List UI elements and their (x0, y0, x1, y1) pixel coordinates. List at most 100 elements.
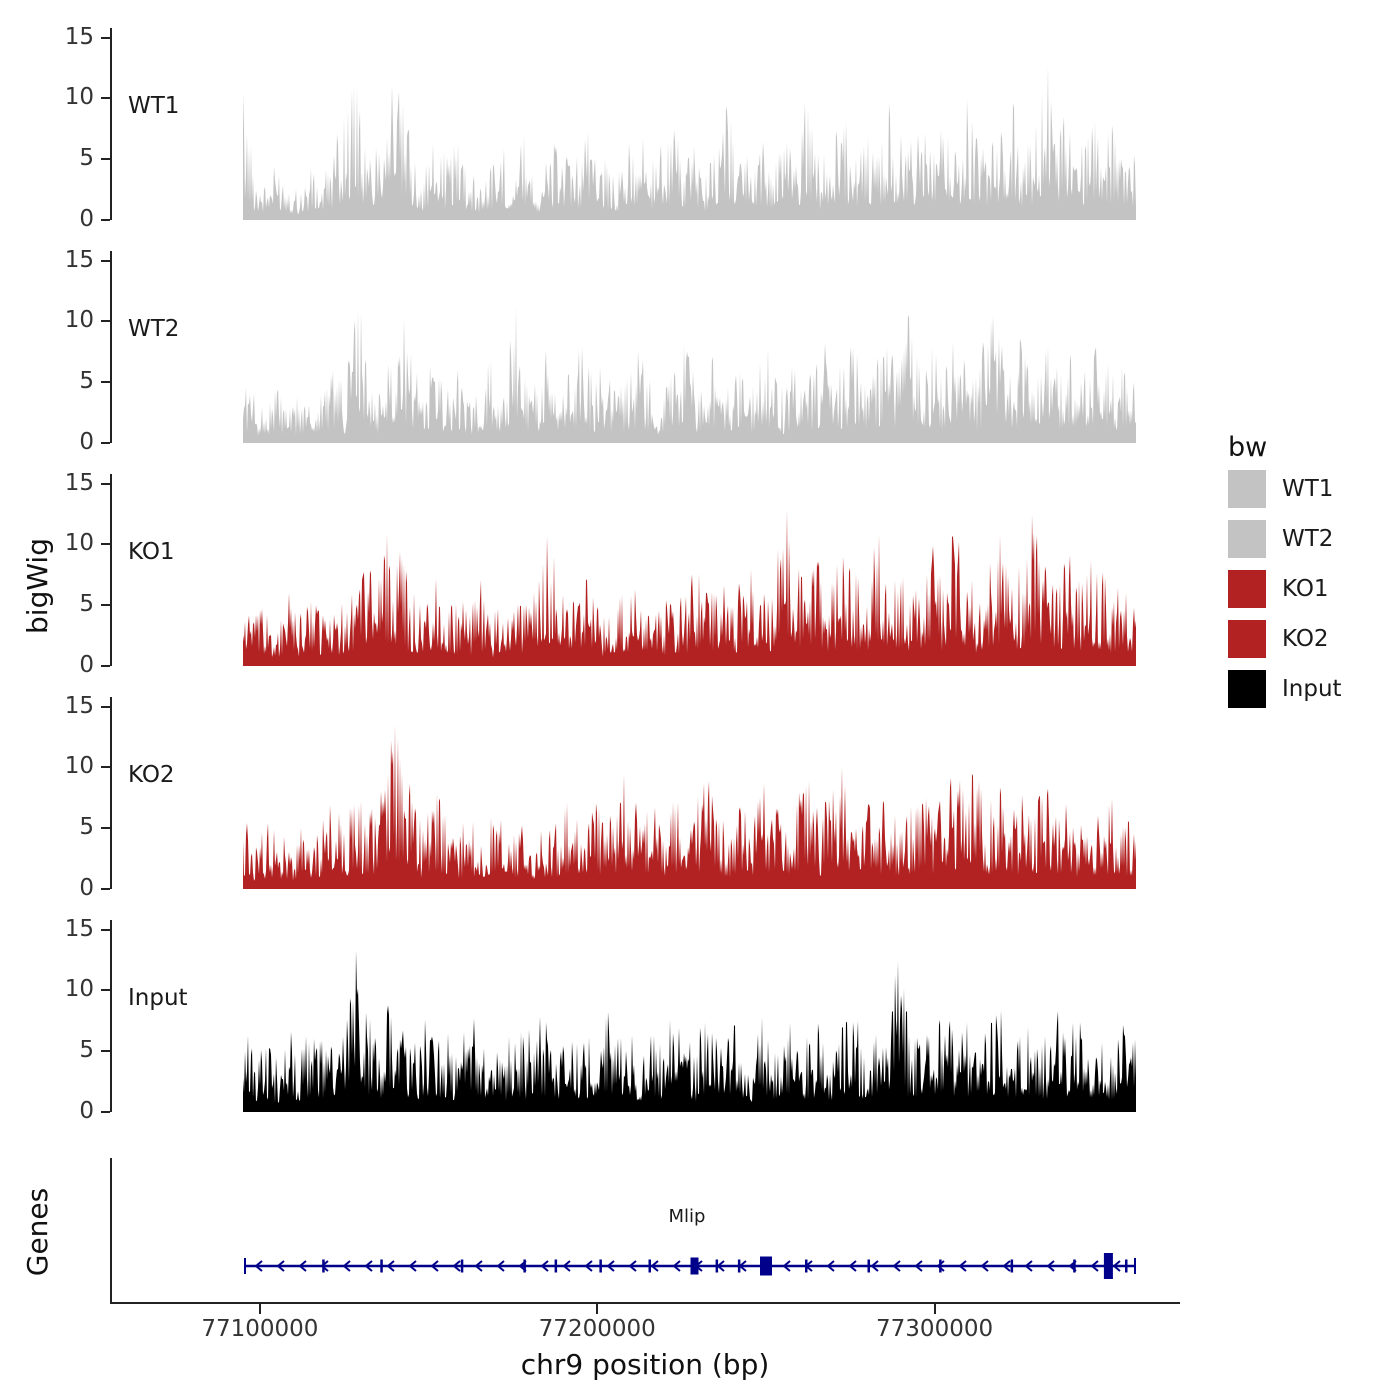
strand-arrow-left (914, 1260, 923, 1272)
y-tick-mark (101, 989, 110, 992)
legend-label-input: Input (1282, 676, 1342, 702)
legend-swatch-input (1228, 670, 1266, 708)
legend-label-wt1: WT1 (1282, 476, 1334, 502)
strand-arrow-left (276, 1260, 285, 1272)
y-tick-label: 0 (79, 652, 94, 678)
coverage-area-input (243, 950, 1136, 1112)
exon-tick (380, 1259, 383, 1273)
strand-arrow-left (1024, 1260, 1033, 1272)
strand-arrow-left (628, 1260, 637, 1272)
gene-model-svg (244, 1253, 1136, 1279)
exon-tick (1010, 1259, 1014, 1273)
legend-swatch-wt2 (1228, 520, 1266, 558)
strand-arrow-left (1090, 1260, 1099, 1272)
y-tick-mark (101, 381, 110, 384)
strand-arrow-left (298, 1260, 307, 1272)
y-axis-line-ko2 (110, 697, 112, 889)
y-tick-mark (101, 604, 110, 607)
track-coverage-wt2 (243, 306, 1136, 443)
y-tick-label: 0 (79, 875, 94, 901)
track-label-input: Input (128, 984, 188, 1011)
strand-arrow-left (826, 1260, 835, 1272)
strand-arrow-left (1046, 1260, 1055, 1272)
legend-label-wt2: WT2 (1282, 526, 1334, 552)
legend-swatch-wt1 (1228, 470, 1266, 508)
strand-arrow-left (782, 1260, 791, 1272)
y-tick-mark (101, 928, 110, 931)
track-label-ko1: KO1 (128, 538, 175, 565)
coverage-area-ko2 (243, 724, 1136, 889)
exon-tick (554, 1259, 558, 1273)
y-tick-mark (101, 36, 110, 39)
exon-tick (523, 1259, 526, 1273)
strand-arrow-left (452, 1260, 461, 1272)
strand-arrow-left (386, 1260, 395, 1272)
y-axis-line-wt2 (110, 251, 112, 443)
strand-arrow-left (584, 1260, 593, 1272)
y-tick-mark (101, 442, 110, 444)
x-axis-line (110, 1302, 1180, 1304)
y-tick-label: 0 (79, 206, 94, 232)
strand-arrow-left (1112, 1260, 1121, 1272)
y-tick-mark (101, 766, 110, 769)
coverage-area-ko1 (243, 510, 1136, 666)
strand-arrow-left (320, 1260, 329, 1272)
y-tick-mark (101, 1050, 110, 1053)
y-tick-label: 10 (64, 307, 94, 334)
y-tick-label: 15 (64, 469, 94, 496)
strand-arrow-left (496, 1260, 505, 1272)
track-label-ko2: KO2 (128, 761, 175, 788)
y-tick-label: 15 (64, 246, 94, 273)
strand-arrow-left (870, 1260, 879, 1272)
y-tick-mark (101, 259, 110, 262)
y-tick-mark (101, 888, 110, 890)
y-tick-label: 0 (79, 429, 94, 455)
strand-arrow-left (430, 1260, 439, 1272)
y-tick-label: 5 (79, 368, 94, 395)
strand-arrow-left (1002, 1260, 1011, 1272)
strand-arrow-left (562, 1260, 571, 1272)
track-label-wt2: WT2 (128, 315, 180, 342)
strand-arrow-left (848, 1260, 857, 1272)
y-axis-line-wt1 (110, 28, 112, 220)
track-coverage-wt1 (243, 65, 1136, 220)
strand-arrow-left (254, 1260, 263, 1272)
y-axis-line-input (110, 920, 112, 1112)
strand-arrow-left (342, 1260, 351, 1272)
y-tick-label: 15 (64, 692, 94, 719)
y-tick-mark (101, 543, 110, 546)
exon-tick (805, 1259, 808, 1273)
exon-tick (939, 1259, 942, 1273)
y-axis-line-ko1 (110, 474, 112, 666)
exon-tick (460, 1259, 464, 1273)
y-tick-mark (101, 827, 110, 830)
x-axis-title: chr9 position (bp) (520, 1348, 770, 1381)
y-tick-label: 10 (64, 753, 94, 780)
legend-label-ko1: KO1 (1282, 576, 1329, 602)
strand-arrow-left (936, 1260, 945, 1272)
x-tick-mark (933, 1304, 936, 1314)
y-tick-mark (101, 219, 110, 221)
y-tick-mark (101, 705, 110, 708)
y-tick-label: 15 (64, 915, 94, 942)
coverage-area-wt1 (243, 65, 1136, 220)
y-tick-mark (101, 665, 110, 667)
gene-name-label: Mlip (668, 1206, 706, 1227)
exon-tick (648, 1259, 651, 1273)
y-tick-mark (101, 482, 110, 485)
legend-label-ko2: KO2 (1282, 626, 1329, 652)
strand-arrow-left (980, 1260, 989, 1272)
x-tick-label: 77200000 (538, 1316, 656, 1342)
x-tick-label: 77300000 (876, 1316, 994, 1342)
legend-swatch-ko1 (1228, 570, 1266, 608)
legend-swatch-ko2 (1228, 620, 1266, 658)
track-label-wt1: WT1 (128, 92, 180, 119)
exon-tick (715, 1259, 719, 1273)
legend-title: bw (1228, 432, 1268, 463)
track-coverage-input (243, 950, 1136, 1112)
genes-facet-title: Genes (21, 1187, 54, 1277)
y-tick-label: 5 (79, 814, 94, 841)
y-tick-label: 10 (64, 530, 94, 557)
y-tick-label: 0 (79, 1098, 94, 1124)
